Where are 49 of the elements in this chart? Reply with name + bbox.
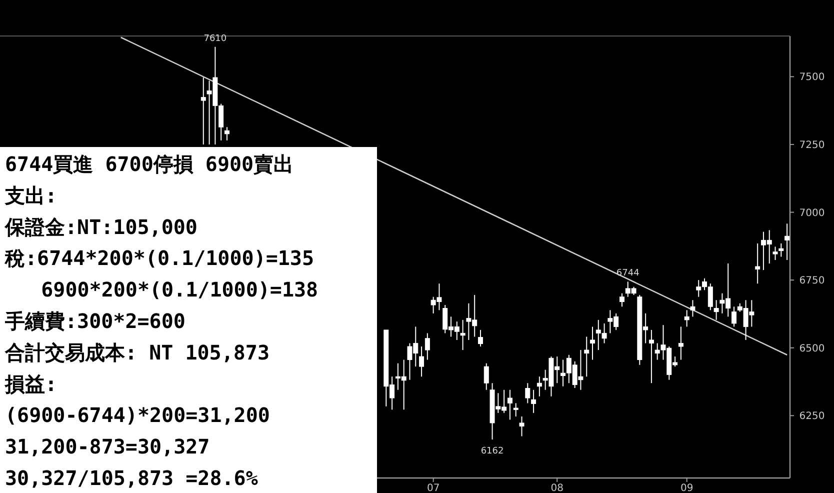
candlestick <box>590 326 595 360</box>
candlestick <box>714 300 719 320</box>
annotation: 損益: <box>4 372 58 396</box>
y-tick-label: 7000 <box>799 208 825 219</box>
y-tick-label: 7500 <box>799 72 825 84</box>
candlestick <box>684 310 690 328</box>
candlestick <box>525 382 530 404</box>
candlestick <box>460 319 466 351</box>
candlestick <box>531 389 536 414</box>
y-tick-label: 6500 <box>799 343 825 354</box>
candlestick <box>678 326 684 360</box>
candlestick <box>690 300 696 318</box>
annotation: 手續費:300*2=600 <box>4 309 186 333</box>
annotation: 保證金:NT:105,000 <box>4 214 198 239</box>
candlestick <box>619 292 624 308</box>
annotation: 支出: <box>4 183 58 208</box>
candlestick <box>419 346 424 378</box>
candlestick <box>732 306 736 328</box>
annotation: 6744 <box>616 268 640 279</box>
candlestick <box>784 223 790 260</box>
annotation: 6162 <box>480 446 504 456</box>
candlestick <box>778 242 784 258</box>
candlestick <box>484 362 489 390</box>
candlestick <box>536 376 542 397</box>
candlestick <box>478 329 483 347</box>
x-tick-label: 08 <box>550 483 564 493</box>
candlestick <box>755 242 760 284</box>
annotation: 7610 <box>204 34 227 44</box>
candlestick <box>772 246 778 260</box>
x-tick-label: 07 <box>426 483 440 493</box>
annotation: (6900-6744)*200=31,200 <box>5 403 270 428</box>
annotation: 合計交易成本: NT 105,873 <box>4 340 270 364</box>
candlestick <box>424 332 430 360</box>
y-tick-label: 6750 <box>799 276 825 287</box>
annotation: 31,200-873=30,327 <box>5 434 210 459</box>
candlestick <box>584 336 590 378</box>
annotation: 6900*200*(0.1/1000)=138 <box>5 278 318 302</box>
annotation: 6744買進 6700停損 6900賣出 <box>5 152 294 176</box>
y-tick-label: 6250 <box>799 411 825 422</box>
annotation: 稅:6744*200*(0.1/1000)=135 <box>4 246 314 270</box>
candlestick <box>648 329 654 384</box>
candlestick <box>200 76 206 145</box>
candlestick <box>519 416 524 437</box>
x-tick-label: 09 <box>680 483 694 493</box>
annotation: 30,327/105,873 =28.6% <box>5 466 258 490</box>
candlestick <box>224 126 230 141</box>
y-tick-label: 7250 <box>799 140 825 151</box>
candlestick <box>507 389 512 420</box>
candlestick <box>513 402 518 417</box>
